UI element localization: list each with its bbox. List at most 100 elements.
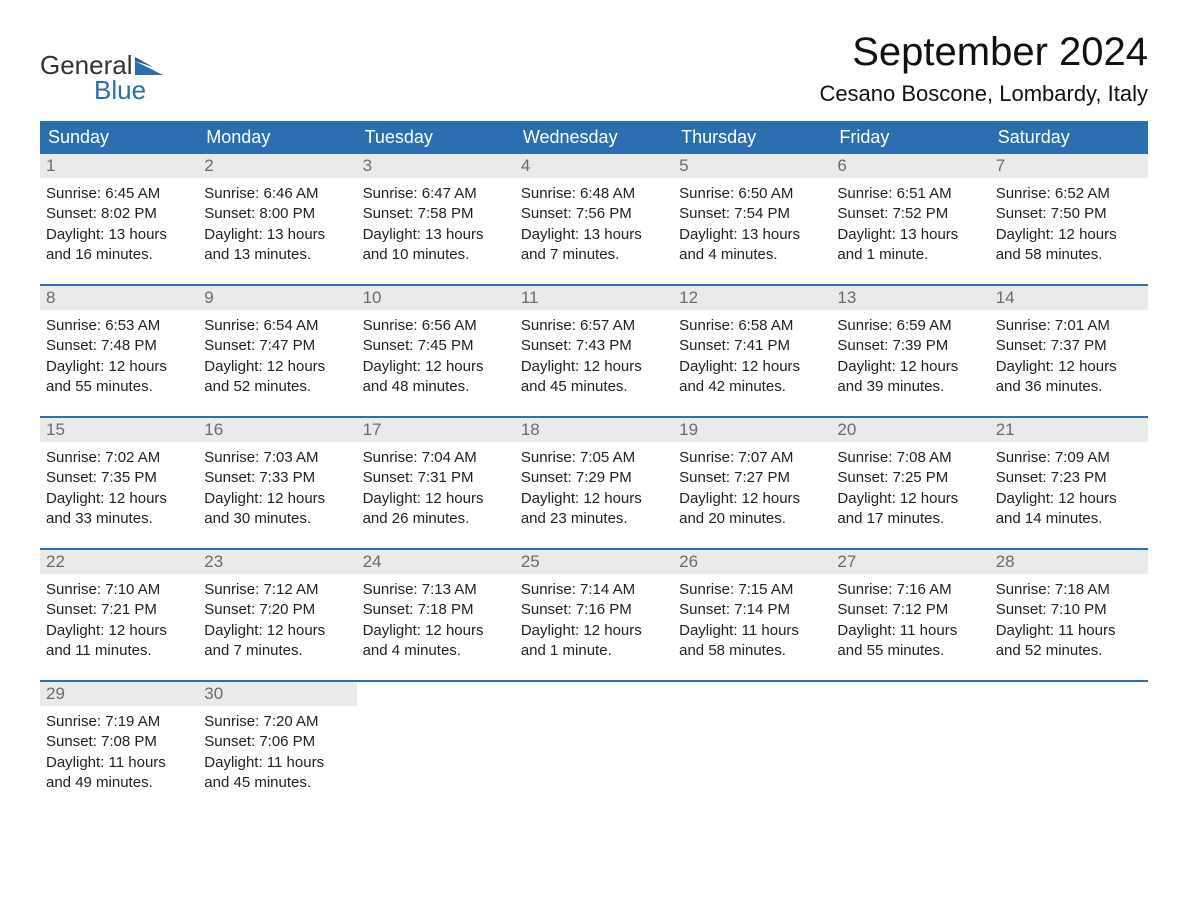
day-details: Sunrise: 6:50 AMSunset: 7:54 PMDaylight:… [673, 178, 831, 271]
day-daylight1: Daylight: 13 hours [679, 225, 825, 245]
day-daylight2: and 55 minutes. [46, 377, 192, 397]
day-cell: 12Sunrise: 6:58 AMSunset: 7:41 PMDayligh… [673, 286, 831, 416]
day-sunset: Sunset: 7:06 PM [204, 732, 350, 752]
day-cell: 28Sunrise: 7:18 AMSunset: 7:10 PMDayligh… [990, 550, 1148, 680]
day-details: Sunrise: 6:48 AMSunset: 7:56 PMDaylight:… [515, 178, 673, 271]
week-row: 1Sunrise: 6:45 AMSunset: 8:02 PMDaylight… [40, 154, 1148, 284]
day-sunset: Sunset: 7:08 PM [46, 732, 192, 752]
day-daylight1: Daylight: 12 hours [204, 489, 350, 509]
weekday-header-row: Sunday Monday Tuesday Wednesday Thursday… [40, 121, 1148, 154]
day-cell [990, 682, 1148, 812]
day-cell: 13Sunrise: 6:59 AMSunset: 7:39 PMDayligh… [831, 286, 989, 416]
day-daylight1: Daylight: 12 hours [521, 357, 667, 377]
day-sunrise: Sunrise: 6:51 AM [837, 184, 983, 204]
day-daylight1: Daylight: 11 hours [204, 753, 350, 773]
week-row: 29Sunrise: 7:19 AMSunset: 7:08 PMDayligh… [40, 680, 1148, 812]
day-daylight1: Daylight: 13 hours [837, 225, 983, 245]
day-number: 7 [990, 154, 1148, 178]
day-daylight2: and 49 minutes. [46, 773, 192, 793]
day-cell: 16Sunrise: 7:03 AMSunset: 7:33 PMDayligh… [198, 418, 356, 548]
day-sunrise: Sunrise: 7:19 AM [46, 712, 192, 732]
day-details: Sunrise: 7:03 AMSunset: 7:33 PMDaylight:… [198, 442, 356, 535]
day-daylight1: Daylight: 11 hours [679, 621, 825, 641]
day-details: Sunrise: 7:18 AMSunset: 7:10 PMDaylight:… [990, 574, 1148, 667]
day-daylight1: Daylight: 12 hours [521, 489, 667, 509]
day-sunrise: Sunrise: 7:20 AM [204, 712, 350, 732]
day-number: 14 [990, 286, 1148, 310]
day-details: Sunrise: 7:16 AMSunset: 7:12 PMDaylight:… [831, 574, 989, 667]
day-sunrise: Sunrise: 7:09 AM [996, 448, 1142, 468]
location-text: Cesano Boscone, Lombardy, Italy [819, 81, 1148, 107]
day-sunrise: Sunrise: 7:14 AM [521, 580, 667, 600]
day-details: Sunrise: 6:59 AMSunset: 7:39 PMDaylight:… [831, 310, 989, 403]
day-details: Sunrise: 7:09 AMSunset: 7:23 PMDaylight:… [990, 442, 1148, 535]
day-sunrise: Sunrise: 7:03 AM [204, 448, 350, 468]
day-daylight2: and 39 minutes. [837, 377, 983, 397]
brand-word2: Blue [94, 75, 146, 105]
day-sunset: Sunset: 7:21 PM [46, 600, 192, 620]
day-details: Sunrise: 7:20 AMSunset: 7:06 PMDaylight:… [198, 706, 356, 799]
day-number: 17 [357, 418, 515, 442]
day-number: 28 [990, 550, 1148, 574]
day-daylight2: and 1 minute. [837, 245, 983, 265]
day-daylight2: and 55 minutes. [837, 641, 983, 661]
day-sunset: Sunset: 7:48 PM [46, 336, 192, 356]
day-sunrise: Sunrise: 6:53 AM [46, 316, 192, 336]
day-number: 16 [198, 418, 356, 442]
day-daylight1: Daylight: 12 hours [996, 489, 1142, 509]
day-number: 15 [40, 418, 198, 442]
day-daylight2: and 1 minute. [521, 641, 667, 661]
day-cell: 2Sunrise: 6:46 AMSunset: 8:00 PMDaylight… [198, 154, 356, 284]
day-cell: 29Sunrise: 7:19 AMSunset: 7:08 PMDayligh… [40, 682, 198, 812]
day-sunset: Sunset: 7:50 PM [996, 204, 1142, 224]
day-details: Sunrise: 7:14 AMSunset: 7:16 PMDaylight:… [515, 574, 673, 667]
day-details: Sunrise: 6:52 AMSunset: 7:50 PMDaylight:… [990, 178, 1148, 271]
day-sunset: Sunset: 7:52 PM [837, 204, 983, 224]
day-cell: 19Sunrise: 7:07 AMSunset: 7:27 PMDayligh… [673, 418, 831, 548]
title-block: September 2024 Cesano Boscone, Lombardy,… [819, 30, 1148, 107]
day-number: 13 [831, 286, 989, 310]
day-number: 20 [831, 418, 989, 442]
day-details: Sunrise: 6:53 AMSunset: 7:48 PMDaylight:… [40, 310, 198, 403]
day-sunset: Sunset: 7:56 PM [521, 204, 667, 224]
brand-logo: General Blue [40, 54, 163, 102]
day-number: 29 [40, 682, 198, 706]
day-number: 2 [198, 154, 356, 178]
day-number: 27 [831, 550, 989, 574]
day-details: Sunrise: 7:04 AMSunset: 7:31 PMDaylight:… [357, 442, 515, 535]
day-cell: 5Sunrise: 6:50 AMSunset: 7:54 PMDaylight… [673, 154, 831, 284]
day-sunset: Sunset: 7:43 PM [521, 336, 667, 356]
day-sunrise: Sunrise: 7:18 AM [996, 580, 1142, 600]
day-daylight2: and 45 minutes. [204, 773, 350, 793]
day-sunrise: Sunrise: 6:56 AM [363, 316, 509, 336]
day-daylight2: and 4 minutes. [679, 245, 825, 265]
day-details: Sunrise: 7:10 AMSunset: 7:21 PMDaylight:… [40, 574, 198, 667]
day-number: 25 [515, 550, 673, 574]
day-details: Sunrise: 7:19 AMSunset: 7:08 PMDaylight:… [40, 706, 198, 799]
day-sunrise: Sunrise: 6:58 AM [679, 316, 825, 336]
weekday-header: Monday [198, 121, 356, 154]
day-daylight2: and 58 minutes. [996, 245, 1142, 265]
day-cell: 25Sunrise: 7:14 AMSunset: 7:16 PMDayligh… [515, 550, 673, 680]
calendar-table: Sunday Monday Tuesday Wednesday Thursday… [40, 121, 1148, 812]
day-sunrise: Sunrise: 6:57 AM [521, 316, 667, 336]
day-daylight2: and 45 minutes. [521, 377, 667, 397]
day-daylight2: and 13 minutes. [204, 245, 350, 265]
week-row: 8Sunrise: 6:53 AMSunset: 7:48 PMDaylight… [40, 284, 1148, 416]
day-sunset: Sunset: 8:02 PM [46, 204, 192, 224]
day-daylight1: Daylight: 12 hours [363, 621, 509, 641]
day-sunrise: Sunrise: 7:10 AM [46, 580, 192, 600]
day-sunset: Sunset: 7:47 PM [204, 336, 350, 356]
day-daylight2: and 26 minutes. [363, 509, 509, 529]
day-sunrise: Sunrise: 6:52 AM [996, 184, 1142, 204]
day-sunset: Sunset: 7:27 PM [679, 468, 825, 488]
day-daylight2: and 42 minutes. [679, 377, 825, 397]
day-number: 11 [515, 286, 673, 310]
day-details: Sunrise: 7:12 AMSunset: 7:20 PMDaylight:… [198, 574, 356, 667]
day-daylight2: and 58 minutes. [679, 641, 825, 661]
day-details: Sunrise: 6:45 AMSunset: 8:02 PMDaylight:… [40, 178, 198, 271]
day-sunrise: Sunrise: 7:15 AM [679, 580, 825, 600]
day-cell: 21Sunrise: 7:09 AMSunset: 7:23 PMDayligh… [990, 418, 1148, 548]
header-row: General Blue September 2024 Cesano Bosco… [40, 30, 1148, 107]
day-number: 8 [40, 286, 198, 310]
